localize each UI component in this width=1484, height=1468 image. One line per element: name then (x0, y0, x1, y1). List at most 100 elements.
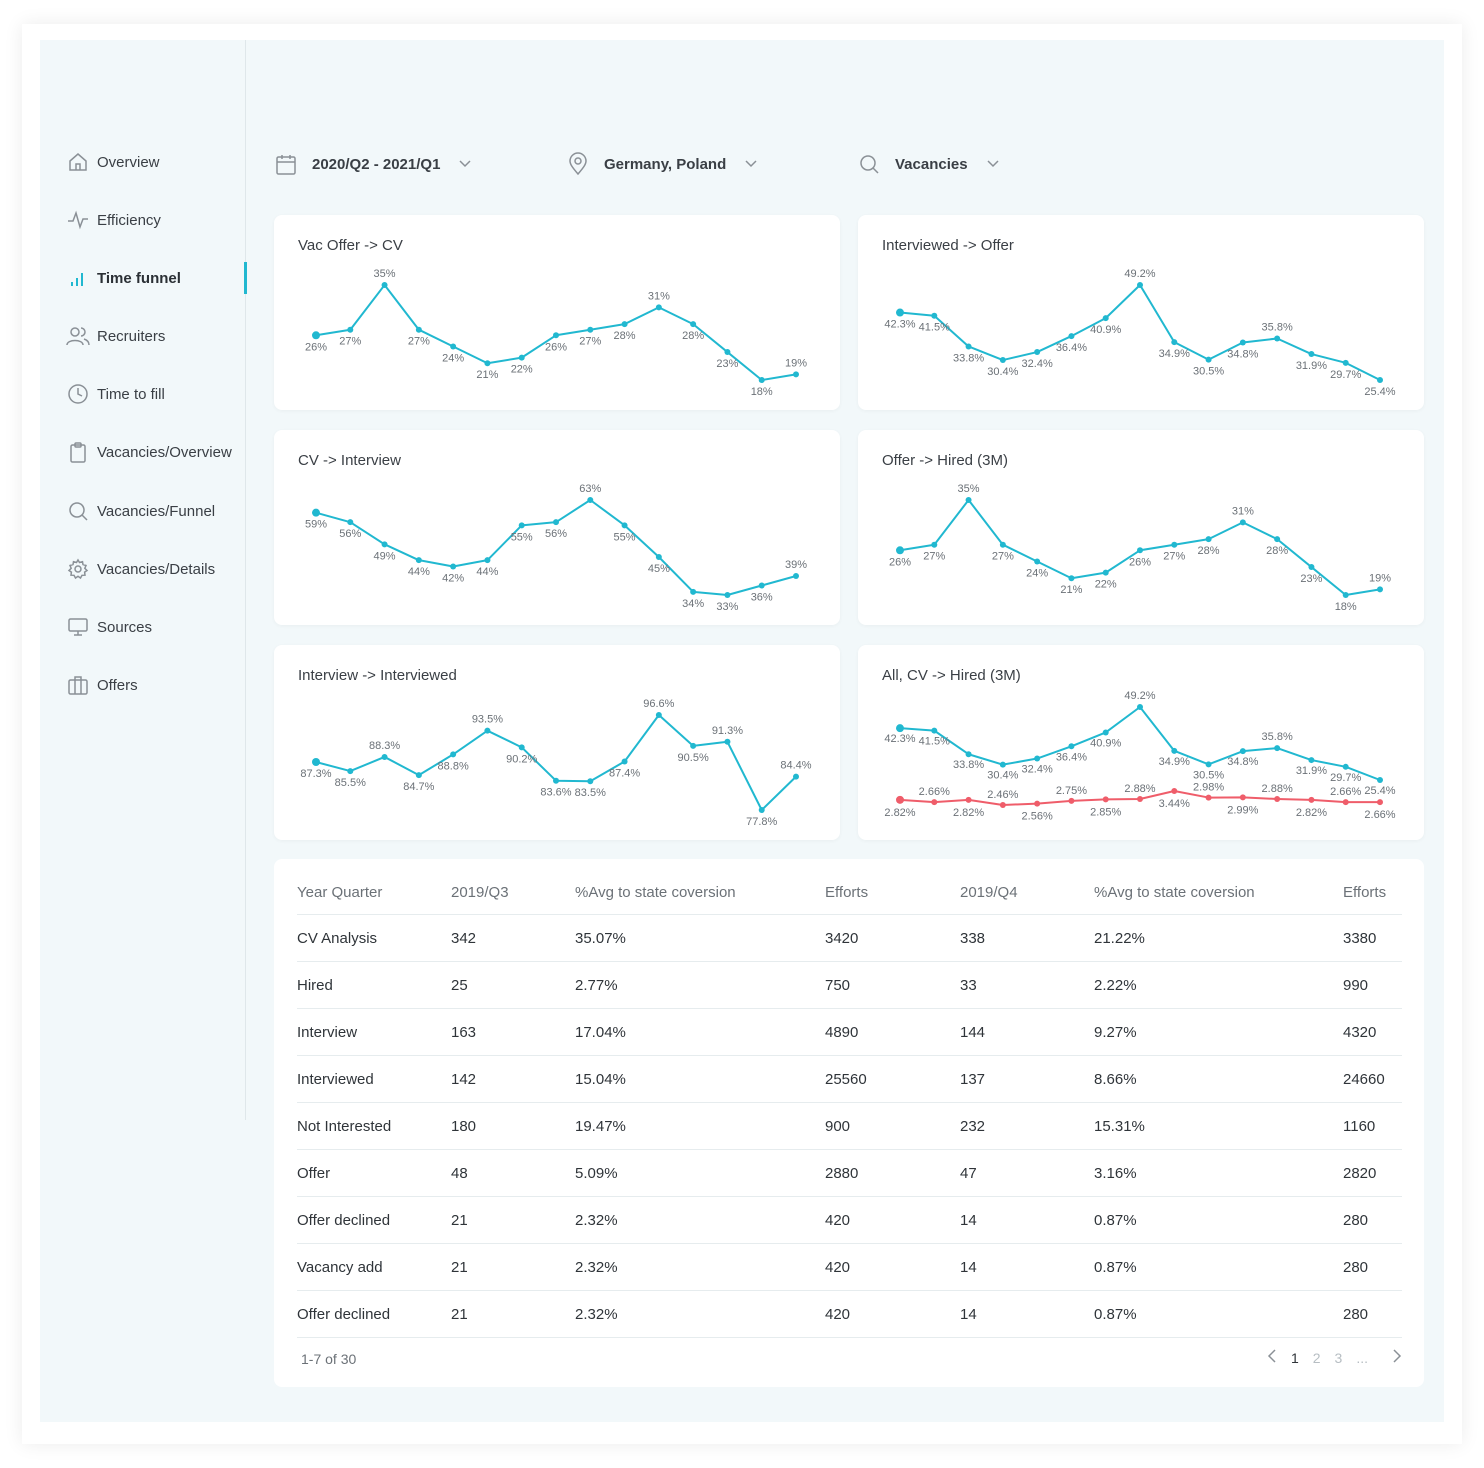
data-point[interactable] (1137, 796, 1143, 802)
data-point[interactable] (347, 519, 354, 526)
column-header[interactable]: Year Quarter (297, 884, 383, 901)
table-row[interactable]: CV Analysis 342 35.07% 3420 338 21.22% 3380 (297, 915, 1402, 962)
data-point[interactable] (621, 522, 628, 529)
data-point[interactable] (621, 758, 628, 765)
data-point[interactable] (518, 744, 525, 751)
data-point[interactable] (690, 321, 697, 328)
page-link[interactable]: 3 (1334, 1349, 1343, 1366)
data-point[interactable] (1342, 359, 1349, 366)
data-point[interactable] (587, 326, 594, 333)
data-point[interactable] (1034, 800, 1041, 807)
data-point[interactable] (587, 497, 594, 503)
data-point[interactable] (999, 802, 1006, 808)
sidebar-item-recruiters[interactable]: Recruiters (66, 321, 246, 351)
data-point[interactable] (931, 312, 938, 319)
sidebar-item-time-funnel[interactable]: Time funnel (66, 262, 247, 294)
sidebar-item-vacancies-overview[interactable]: Vacancies/Overview (66, 437, 246, 467)
sidebar-item-vacancies-funnel[interactable]: Vacancies/Funnel (66, 496, 246, 526)
data-point[interactable] (690, 588, 697, 595)
chevron-left-icon[interactable] (1267, 1349, 1277, 1366)
column-header[interactable]: Efforts (825, 884, 869, 901)
data-point[interactable] (1137, 704, 1143, 710)
data-point[interactable] (1239, 519, 1246, 526)
data-point[interactable] (965, 751, 972, 758)
data-point[interactable] (312, 331, 320, 340)
data-point[interactable] (793, 773, 799, 780)
table-row[interactable]: Interview 163 17.04% 4890 144 9.27% 4320 (297, 1009, 1402, 1056)
data-point[interactable] (1068, 575, 1075, 582)
data-point[interactable] (931, 727, 938, 734)
table-row[interactable]: Offer 48 5.09% 2880 47 3.16% 2820 (297, 1150, 1402, 1197)
data-point[interactable] (484, 557, 491, 564)
data-point[interactable] (758, 377, 765, 383)
data-point[interactable] (965, 796, 972, 803)
data-point[interactable] (1171, 541, 1178, 548)
data-point[interactable] (1342, 799, 1349, 806)
data-point[interactable] (312, 508, 320, 517)
data-point[interactable] (347, 326, 354, 333)
data-point[interactable] (1137, 547, 1143, 554)
data-point[interactable] (415, 326, 422, 333)
data-point[interactable] (896, 308, 904, 317)
data-point[interactable] (896, 546, 904, 555)
data-point[interactable] (1034, 349, 1041, 356)
data-point[interactable] (1068, 797, 1075, 804)
data-point[interactable] (1102, 315, 1109, 322)
period-filter[interactable]: 2020/Q2 - 2021/Q1 (274, 150, 472, 178)
data-point[interactable] (724, 349, 731, 356)
data-point[interactable] (1308, 351, 1315, 358)
data-point[interactable] (655, 712, 662, 718)
sidebar-item-offers[interactable]: Offers (66, 670, 246, 700)
data-point[interactable] (553, 519, 559, 526)
column-header[interactable]: %Avg to state coversion (1094, 884, 1255, 901)
data-point[interactable] (1342, 592, 1349, 598)
data-point[interactable] (1377, 586, 1383, 593)
data-point[interactable] (1034, 755, 1041, 762)
data-point[interactable] (1171, 747, 1178, 754)
page-link[interactable]: 2 (1312, 1349, 1321, 1366)
data-point[interactable] (312, 757, 320, 766)
data-point[interactable] (1377, 777, 1383, 783)
data-point[interactable] (1171, 788, 1178, 794)
data-point[interactable] (1308, 796, 1315, 803)
data-point[interactable] (1034, 558, 1041, 565)
page-link[interactable]: 1 (1290, 1349, 1299, 1366)
data-point[interactable] (655, 554, 662, 560)
data-point[interactable] (553, 777, 559, 784)
data-point[interactable] (518, 522, 525, 529)
data-point[interactable] (999, 541, 1006, 548)
data-point[interactable] (999, 761, 1006, 768)
data-point[interactable] (931, 799, 938, 806)
data-point[interactable] (484, 360, 491, 367)
data-point[interactable] (553, 332, 559, 339)
data-point[interactable] (1342, 763, 1349, 770)
column-header[interactable]: Efforts (1343, 884, 1387, 901)
data-point[interactable] (1239, 339, 1246, 346)
data-point[interactable] (931, 541, 938, 548)
data-point[interactable] (415, 772, 422, 779)
table-row[interactable]: Interviewed 142 15.04% 25560 137 8.66% 24660 (297, 1056, 1402, 1103)
data-point[interactable] (1205, 761, 1212, 768)
data-point[interactable] (347, 768, 354, 775)
data-point[interactable] (655, 304, 662, 311)
sidebar-item-efficiency[interactable]: Efficiency (66, 205, 246, 235)
table-row[interactable]: Vacancy add 21 2.32% 420 14 0.87% 280 (297, 1244, 1402, 1291)
data-point[interactable] (1377, 377, 1383, 383)
data-point[interactable] (758, 807, 765, 813)
data-point[interactable] (621, 321, 628, 328)
data-point[interactable] (1102, 796, 1109, 803)
data-point[interactable] (381, 282, 388, 288)
data-point[interactable] (965, 343, 972, 350)
data-point[interactable] (724, 738, 731, 745)
chevron-right-icon[interactable] (1392, 1349, 1402, 1366)
data-point[interactable] (1205, 794, 1212, 801)
data-point[interactable] (1068, 333, 1075, 340)
column-header[interactable]: 2019/Q4 (960, 884, 1018, 901)
data-point[interactable] (1137, 282, 1143, 288)
data-point[interactable] (1102, 569, 1109, 576)
vacancies-search-filter[interactable]: Vacancies (857, 150, 1000, 178)
sidebar-item-time-to-fill[interactable]: Time to fill (66, 379, 246, 409)
sidebar-item-overview[interactable]: Overview (66, 147, 246, 177)
data-point[interactable] (1102, 729, 1109, 736)
data-point[interactable] (518, 354, 525, 361)
